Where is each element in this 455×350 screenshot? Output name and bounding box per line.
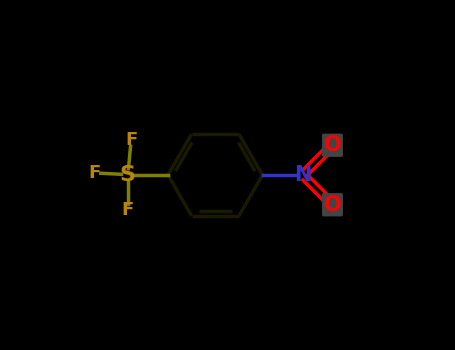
Text: S: S bbox=[120, 165, 136, 185]
Text: O: O bbox=[324, 195, 341, 215]
Text: F: F bbox=[125, 131, 137, 149]
Text: F: F bbox=[121, 201, 134, 219]
Text: O: O bbox=[324, 135, 341, 155]
Text: F: F bbox=[88, 164, 101, 182]
Text: N: N bbox=[294, 165, 311, 185]
